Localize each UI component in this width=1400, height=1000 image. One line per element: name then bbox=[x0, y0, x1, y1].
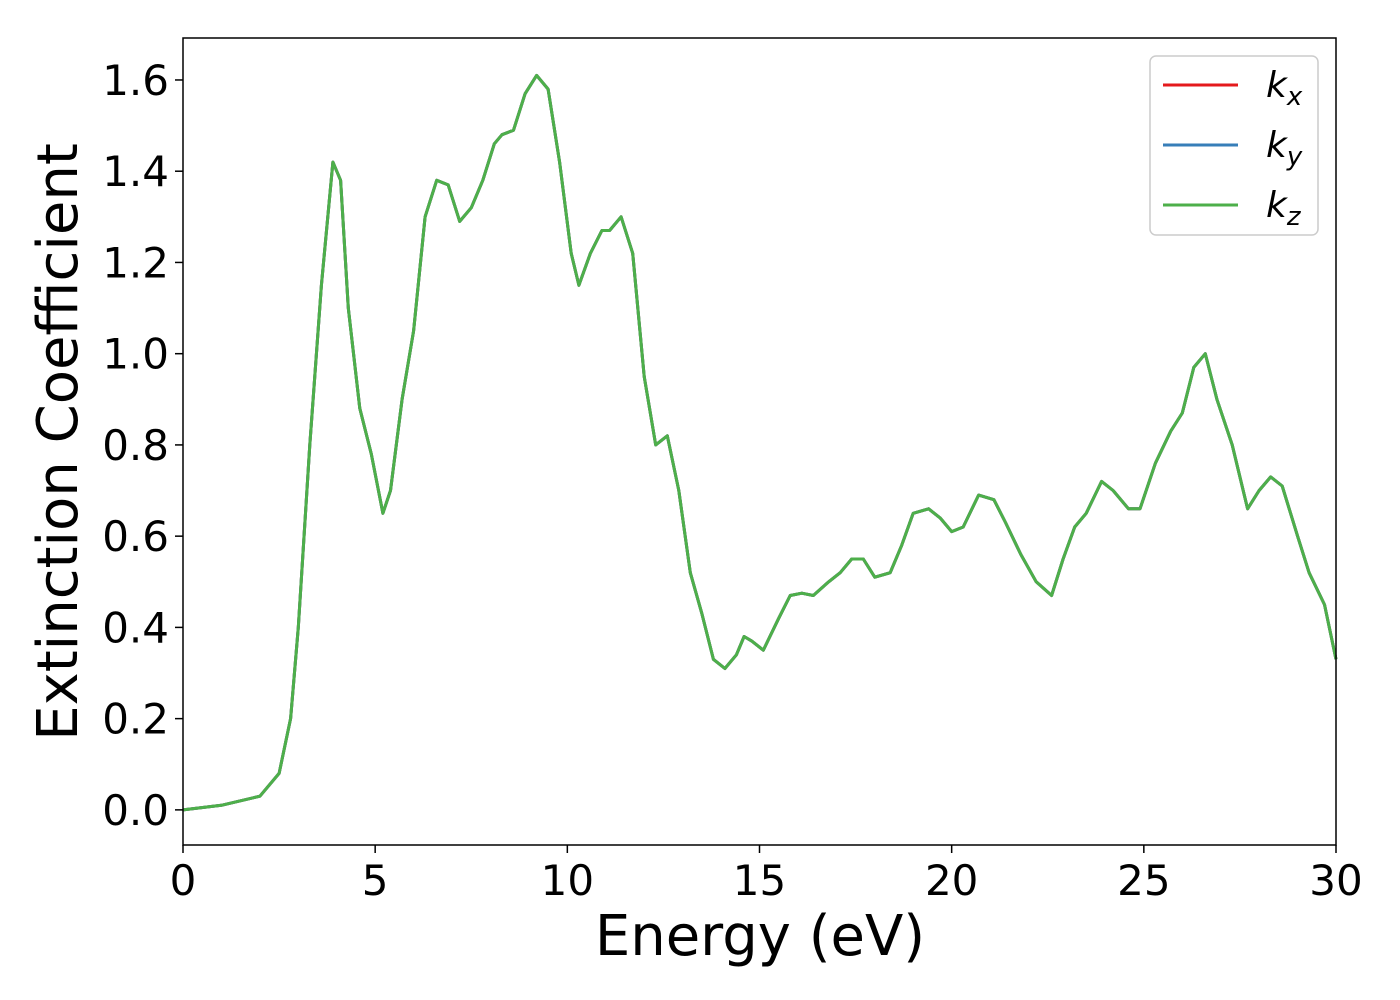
legend-label-sub: x bbox=[1286, 82, 1303, 112]
series-line bbox=[182, 73, 1338, 812]
y-tick-label: 0.4 bbox=[102, 603, 169, 652]
x-tick-label: 30 bbox=[1309, 856, 1362, 905]
y-tick-label: 1.6 bbox=[102, 56, 169, 105]
legend-label-main: k bbox=[1266, 125, 1289, 166]
legend-label: kz bbox=[1266, 185, 1302, 232]
legend-label-main: k bbox=[1266, 65, 1289, 106]
y-tick-label: 1.2 bbox=[102, 238, 169, 287]
y-tick-label: 0.0 bbox=[102, 786, 169, 835]
x-tick-label: 25 bbox=[1117, 856, 1170, 905]
legend-label-main: k bbox=[1266, 185, 1289, 226]
y-axis-label: Extinction Coefficient bbox=[26, 143, 91, 741]
x-tick-label: 20 bbox=[925, 856, 978, 905]
x-axis-label: Energy (eV) bbox=[595, 904, 925, 969]
legend-label: ky bbox=[1266, 125, 1303, 172]
y-tick-label: 0.8 bbox=[102, 421, 169, 470]
y-tick-label: 1.4 bbox=[102, 147, 169, 196]
x-tick-label: 15 bbox=[733, 856, 786, 905]
plot-frame bbox=[182, 37, 1337, 846]
legend-label-sub: y bbox=[1286, 142, 1303, 172]
y-tick-label: 0.6 bbox=[102, 512, 169, 561]
y-tick-label: 1.0 bbox=[102, 330, 169, 379]
legend-label-sub: z bbox=[1286, 202, 1302, 232]
x-tick-label: 0 bbox=[170, 856, 197, 905]
x-tick-label: 5 bbox=[362, 856, 389, 905]
legend-label: kx bbox=[1266, 65, 1303, 112]
x-tick-label: 10 bbox=[541, 856, 594, 905]
y-tick-label: 0.2 bbox=[102, 695, 169, 744]
